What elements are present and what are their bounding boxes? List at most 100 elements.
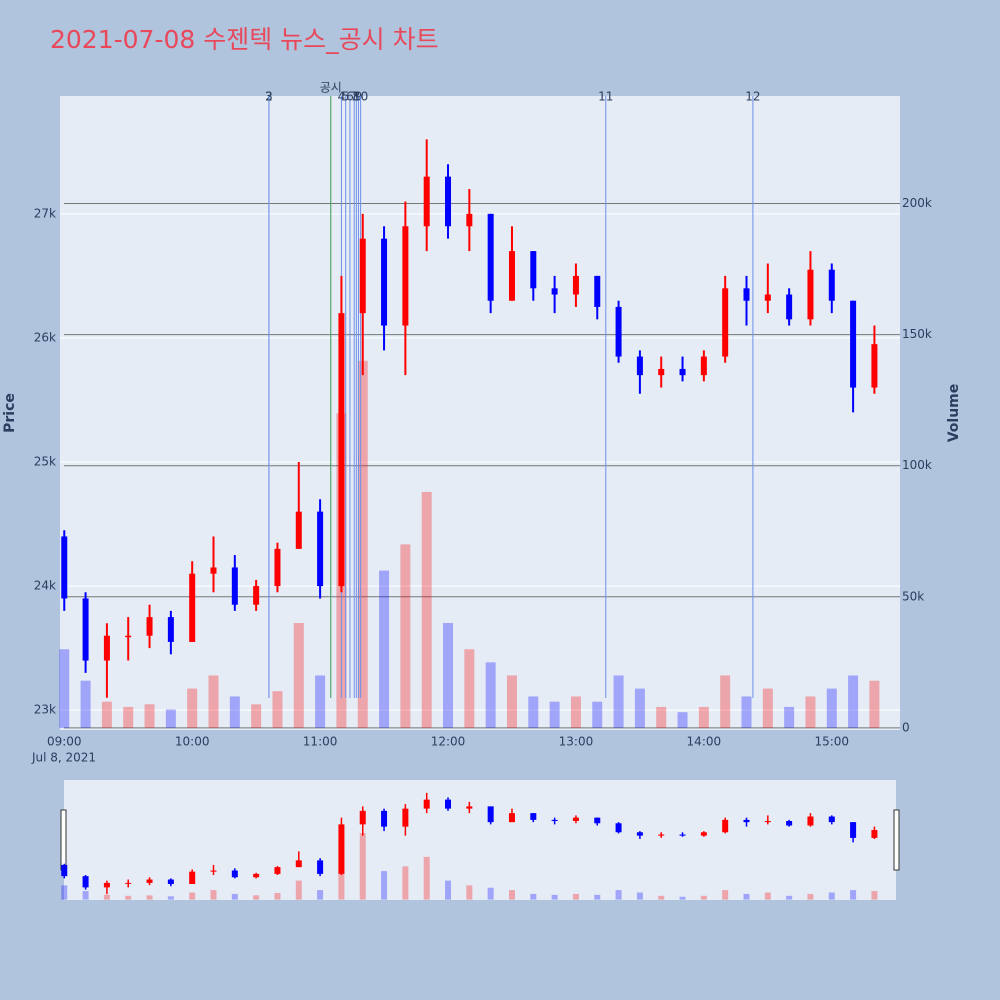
volume-bar	[59, 649, 70, 728]
y-tick-label: 24k	[34, 579, 56, 593]
candle-body	[338, 313, 345, 587]
range-handle[interactable]	[60, 809, 67, 871]
candle-body	[530, 251, 537, 289]
volume-bar	[229, 696, 240, 728]
volume-bar	[677, 712, 688, 728]
x-tick-label: 10:00	[175, 735, 210, 749]
plot-area	[60, 96, 900, 730]
event-label: 5	[342, 90, 350, 104]
mini-volume-bar	[167, 896, 174, 900]
mini-candle-body	[807, 816, 814, 826]
chart-title: 2021-07-08 수젠텍 뉴스_공시 차트	[50, 25, 439, 54]
candle-body	[487, 213, 494, 301]
event-label: 4	[338, 90, 346, 104]
candle-body	[594, 275, 601, 307]
volume-bar	[101, 701, 112, 728]
candle-body	[508, 251, 515, 301]
y-tick-label: 27k	[34, 206, 56, 220]
mini-volume-bar	[572, 893, 579, 900]
mini-candle-body	[231, 870, 238, 878]
candle-body	[295, 511, 302, 549]
candle-body	[722, 288, 729, 357]
y2-axis-title: Volume	[946, 384, 962, 443]
mini-volume-bar	[850, 890, 857, 900]
volume-bar	[421, 491, 432, 728]
volume-bar	[464, 649, 475, 728]
y-tick-label: 26k	[34, 330, 56, 344]
candle-body	[253, 586, 260, 605]
mini-volume-bar	[508, 890, 515, 900]
volume-bar	[826, 688, 837, 728]
event-label: 공시	[320, 81, 342, 95]
mini-volume-bar	[700, 895, 707, 900]
mini-candle-body	[274, 867, 281, 874]
mini-candle-body	[850, 822, 857, 838]
candle-body	[423, 176, 430, 227]
y2-tick-label: 150k	[902, 327, 932, 341]
volume-bar	[784, 706, 795, 728]
volume-bar	[80, 680, 91, 728]
range-slider[interactable]	[64, 780, 896, 900]
candle-body	[764, 294, 771, 301]
volume-bar	[506, 675, 517, 728]
mini-candle-body	[658, 834, 665, 836]
mini-volume-bar	[359, 833, 366, 900]
event-label: 9	[355, 90, 363, 104]
y2-tick-label: 0	[902, 720, 910, 734]
mini-candle-body	[551, 819, 558, 822]
mini-volume-bar	[381, 871, 388, 900]
candle-body	[167, 617, 174, 642]
mini-candle-body	[210, 870, 217, 872]
mini-volume-bar	[679, 896, 686, 900]
volume-bar	[165, 709, 176, 728]
candle-body	[551, 288, 558, 295]
range-handle[interactable]	[893, 809, 900, 871]
mini-volume-bar	[828, 892, 835, 900]
y2-tick-label: 100k	[902, 458, 932, 472]
candle-body	[679, 368, 686, 376]
candle-body	[103, 635, 110, 661]
mini-volume-bar	[594, 894, 601, 900]
mini-candle-body	[722, 819, 729, 833]
mini-candle-body	[338, 824, 345, 874]
mini-candle-body	[487, 806, 494, 823]
volume-bar	[698, 706, 709, 728]
mini-candle-body	[103, 882, 110, 888]
volume-bar	[123, 706, 134, 728]
candle-body	[210, 567, 217, 574]
mini-volume-bar	[253, 895, 260, 900]
mini-candle-body	[146, 879, 153, 883]
candle-body	[572, 275, 579, 295]
candle-body	[381, 238, 388, 326]
volume-bar	[144, 704, 155, 728]
mini-candle-body	[445, 799, 452, 809]
mini-volume-bar	[743, 893, 750, 900]
mini-volume-bar	[551, 894, 558, 900]
mini-candle-body	[82, 876, 89, 888]
mini-volume-bar	[274, 892, 281, 900]
candle-body	[402, 226, 409, 326]
volume-bar	[208, 675, 219, 728]
candle-body	[125, 635, 132, 638]
mini-candle-body	[530, 813, 537, 820]
volume-bar	[315, 675, 326, 728]
candle-body	[786, 294, 793, 320]
mini-volume-bar	[466, 885, 473, 900]
candle-body	[871, 344, 878, 388]
candle-body	[743, 288, 750, 301]
volume-bar	[570, 696, 581, 728]
mini-candle-body	[466, 806, 473, 809]
mini-candle-body	[381, 810, 388, 827]
mini-candle-body	[402, 808, 409, 827]
mini-volume-bar	[871, 891, 878, 900]
mini-candle-body	[167, 879, 174, 885]
volume-bar	[592, 701, 603, 728]
mini-candle-body	[295, 860, 302, 868]
y-axis-title: Price	[2, 393, 18, 433]
volume-bar	[848, 675, 859, 728]
mini-candle-body	[125, 882, 132, 884]
mini-volume-bar	[722, 890, 729, 900]
volume-bar	[357, 360, 368, 728]
mini-candle-body	[253, 873, 260, 878]
mini-candle-body	[871, 830, 878, 838]
